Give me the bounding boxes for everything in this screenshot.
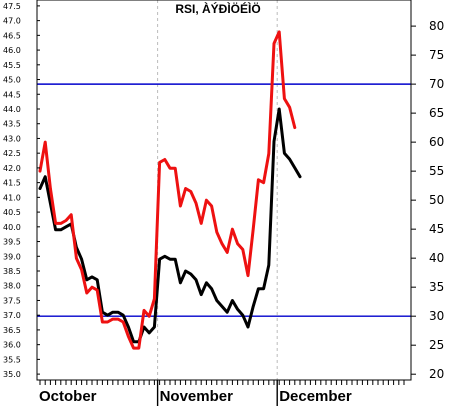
chart-title: RSI, ÀÝÐÌÖÉÌÖ: [175, 1, 260, 16]
month-label: December: [279, 388, 352, 405]
left-tick-label: 42.0: [3, 164, 21, 173]
right-tick-label: 80: [429, 19, 444, 33]
left-tick-label: 38.0: [3, 282, 21, 291]
right-tick-label: 55: [429, 164, 444, 178]
left-tick-label: 39.5: [3, 238, 21, 247]
left-tick-label: 43.5: [3, 120, 21, 129]
right-tick-label: 30: [429, 309, 444, 323]
left-tick-label: 47.5: [3, 2, 21, 11]
left-tick-label: 38.5: [3, 267, 21, 276]
right-tick-label: 45: [429, 222, 444, 236]
left-tick-label: 47.0: [3, 17, 21, 26]
left-tick-label: 35.0: [3, 370, 21, 379]
right-tick-label: 25: [429, 338, 444, 352]
left-tick-label: 41.0: [3, 193, 21, 202]
series: [38, 30, 302, 350]
left-tick-label: 35.5: [3, 355, 21, 364]
left-tick-label: 43.0: [3, 134, 21, 143]
left-tick-label: 40.5: [3, 208, 21, 217]
right-tick-label: 40: [429, 251, 444, 265]
left-tick-label: 46.0: [3, 46, 21, 55]
left-tick-label: 44.0: [3, 105, 21, 114]
reference-lines: [37, 83, 411, 317]
month-label: November: [160, 388, 234, 405]
left-tick-label: 41.5: [3, 179, 21, 188]
right-tick-label: 20: [429, 367, 444, 381]
plot-frame: [36, 0, 412, 381]
right-tick-label: 50: [429, 193, 444, 207]
left-tick-label: 44.5: [3, 90, 21, 99]
month-label: October: [39, 388, 97, 405]
right-tick-label: 60: [429, 135, 444, 149]
right-tick-label: 65: [429, 106, 444, 120]
left-price-axis: 35.0 35.5 36.0 36.5 37.0 37.5 38.0 38.5 39.0 39.5…: [3, 2, 40, 379]
right-rsi-axis: 20 25 30 35 40 45 50 55 60 65 70 75 80: [411, 19, 444, 381]
left-tick-label: 42.5: [3, 149, 21, 158]
left-tick-label: 39.0: [3, 252, 21, 261]
left-tick-label: 45.0: [3, 76, 21, 85]
left-tick-label: 36.0: [3, 341, 21, 350]
rsi-series-line: [38, 30, 297, 350]
left-tick-label: 37.5: [3, 296, 21, 305]
left-tick-label: 46.5: [3, 31, 21, 40]
left-tick-label: 40.0: [3, 223, 21, 232]
right-tick-label: 35: [429, 280, 444, 294]
left-tick-label: 36.5: [3, 326, 21, 335]
price-series-line: [38, 107, 302, 344]
right-tick-label: 70: [429, 77, 444, 91]
time-axis: October November December: [39, 380, 405, 406]
left-tick-label: 45.5: [3, 61, 21, 70]
left-tick-label: 37.0: [3, 311, 21, 320]
right-tick-label: 75: [429, 48, 444, 62]
